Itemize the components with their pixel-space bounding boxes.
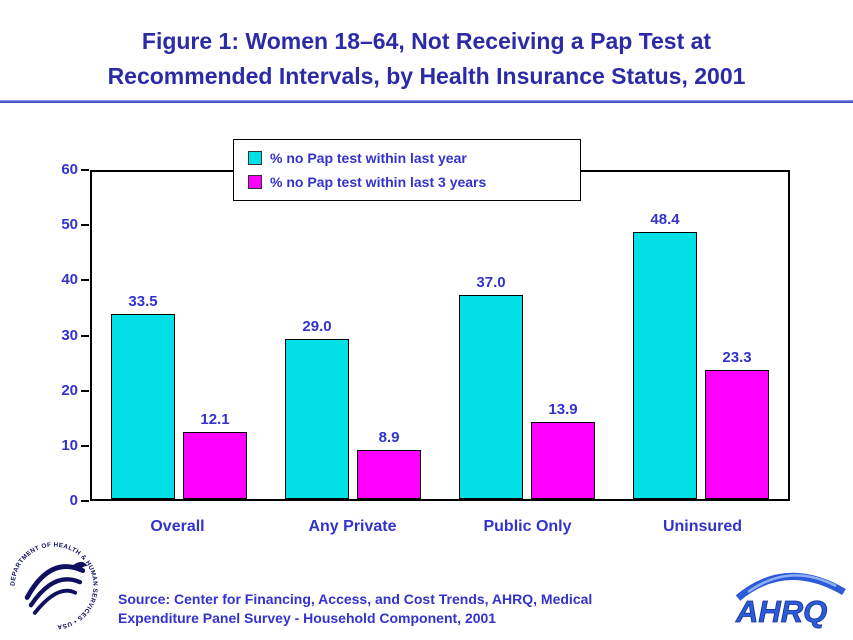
chart-title: Figure 1: Women 18–64, Not Receiving a P…	[0, 24, 853, 94]
y-tick-mark	[81, 279, 89, 282]
y-tick-mark	[81, 169, 89, 171]
hhs-logo: DEPARTMENT OF HEALTH & HUMAN SERVICES • …	[6, 538, 102, 634]
bar-with-label: 37.0	[459, 274, 523, 499]
bar-group-overall: 33.5 12.1	[92, 293, 266, 499]
bar-series2-any-private	[357, 449, 421, 499]
legend-item-1: % no Pap test within last year	[248, 146, 572, 170]
y-tick-mark	[81, 389, 89, 392]
chart-title-line1: Figure 1: Women 18–64, Not Receiving a P…	[141, 28, 712, 54]
plot-area: 33.5 12.1 29.0 8.9 37.0 13.9 48.4 23.3	[90, 170, 790, 501]
legend-label: % no Pap test within last year	[270, 150, 467, 166]
value-label: 37.0	[476, 273, 506, 291]
ahrq-logo: AHRQ	[734, 566, 848, 630]
value-label: 8.9	[378, 428, 400, 446]
bar-group-public-only: 37.0 13.9	[440, 274, 614, 499]
x-category-label: Public Only	[483, 518, 572, 535]
hhs-eagle-icon: DEPARTMENT OF HEALTH & HUMAN SERVICES • …	[10, 542, 99, 631]
bar-series1-public-only	[459, 294, 523, 499]
y-tick-mark	[81, 334, 89, 337]
bar-with-label: 8.9	[357, 429, 421, 499]
y-tick-label: 40	[61, 271, 78, 289]
bar-series2-public-only	[531, 422, 595, 499]
ahrq-logo-text: AHRQ	[735, 594, 827, 629]
source-line1: Source: Center for Financing, Access, an…	[118, 591, 593, 607]
y-tick-mark	[81, 224, 89, 227]
y-tick-label: 60	[61, 161, 78, 178]
bar-with-label: 48.4	[633, 211, 697, 499]
value-label: 33.5	[128, 293, 158, 311]
value-label: 23.3	[722, 349, 752, 367]
title-divider-rule	[0, 100, 853, 103]
bar-group-any-private: 29.0 8.9	[266, 318, 440, 499]
legend-swatch-icon	[248, 151, 262, 165]
bar-series1-any-private	[285, 339, 349, 499]
y-tick-mark	[81, 444, 89, 447]
legend-item-2: % no Pap test within last 3 years	[248, 170, 572, 194]
y-tick-label: 30	[61, 326, 78, 344]
bar-with-label: 23.3	[705, 349, 769, 499]
value-label: 12.1	[200, 411, 230, 429]
svg-text:DEPARTMENT OF HEALTH & HUMAN S: DEPARTMENT OF HEALTH & HUMAN SERVICES • …	[10, 542, 99, 631]
hhs-logo-ring-text: DEPARTMENT OF HEALTH & HUMAN SERVICES • …	[10, 542, 98, 631]
legend-swatch-icon	[248, 175, 262, 189]
legend-label: % no Pap test within last 3 years	[270, 174, 487, 190]
bar-series1-overall	[111, 314, 175, 499]
value-label: 13.9	[548, 401, 578, 419]
y-tick-label: 50	[61, 216, 78, 234]
bar-with-label: 29.0	[285, 318, 349, 499]
source-text: Source: Center for Financing, Access, an…	[118, 590, 592, 628]
y-tick-label: 20	[61, 381, 78, 399]
chart-legend: % no Pap test within last year % no Pap t…	[233, 139, 581, 201]
x-category-label: Overall	[150, 518, 205, 535]
bar-series2-uninsured	[705, 370, 769, 499]
x-axis-labels: Overall Any Private Public Only Uninsured	[90, 518, 790, 536]
value-label: 29.0	[302, 318, 332, 336]
bar-with-label: 12.1	[183, 411, 247, 499]
bar-series1-uninsured	[633, 232, 697, 499]
y-tick-mark	[81, 500, 89, 502]
x-category-label: Uninsured	[662, 518, 743, 535]
source-line2: Expenditure Panel Survey - Household Com…	[118, 609, 497, 626]
bar-series2-overall	[183, 432, 247, 499]
bar-with-label: 13.9	[531, 401, 595, 499]
chart-title-line2: Recommended Intervals, by Health Insuran…	[107, 63, 746, 89]
bar-group-uninsured: 48.4 23.3	[614, 211, 788, 499]
bar-with-label: 33.5	[111, 293, 175, 499]
ahrq-logo-icon: AHRQ	[735, 573, 846, 629]
x-category-label: Any Private	[308, 518, 397, 535]
y-tick-label: 0	[69, 492, 78, 509]
value-label: 48.4	[650, 211, 680, 228]
y-tick-label: 10	[61, 436, 78, 454]
